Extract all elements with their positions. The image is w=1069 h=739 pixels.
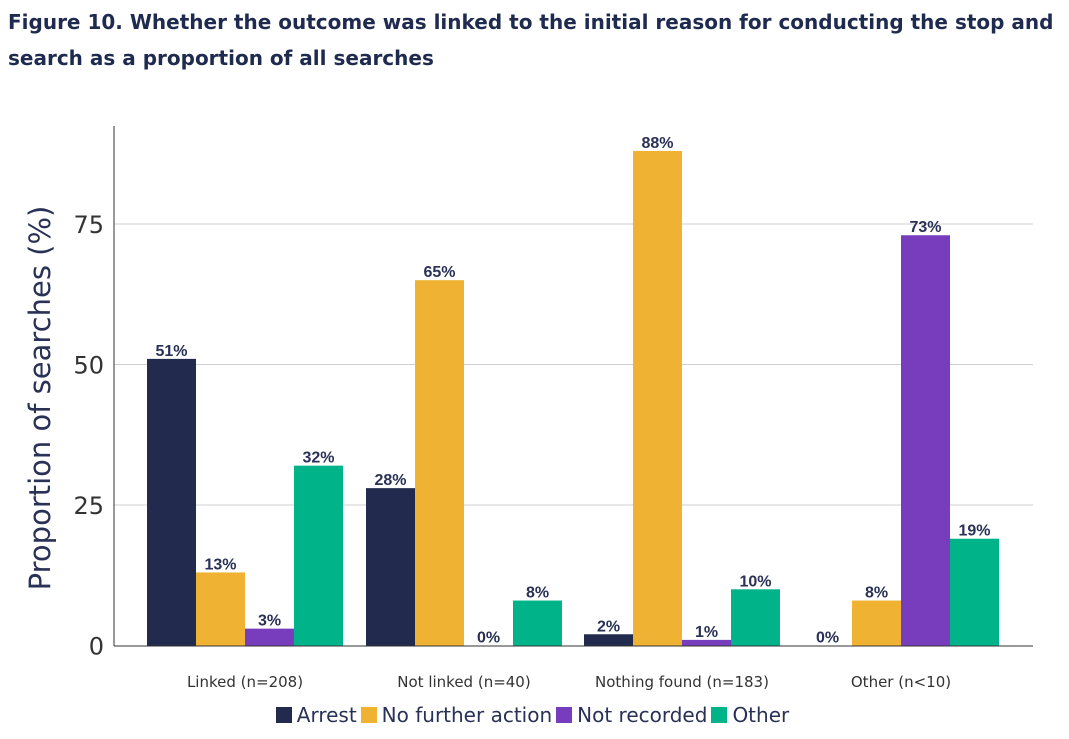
x-tick-label-2: Nothing found (n=183) bbox=[595, 673, 769, 691]
bar-no-further-action-2 bbox=[633, 150, 682, 646]
x-tick-label-1: Not linked (n=40) bbox=[397, 673, 530, 691]
legend-item-arrest: Arrest bbox=[275, 703, 357, 727]
bar-arrest-2 bbox=[584, 634, 633, 646]
data-label-no-further-action-1: 65% bbox=[423, 264, 455, 281]
legend-item-other: Other bbox=[711, 703, 789, 727]
data-label-arrest-1: 28% bbox=[374, 472, 406, 489]
legend-swatch bbox=[360, 707, 377, 723]
bar-other-1 bbox=[513, 600, 562, 646]
legend-item-not-recorded: Not recorded bbox=[556, 703, 707, 727]
x-tick-label-0: Linked (n=208) bbox=[187, 673, 303, 691]
data-label-other-2: 10% bbox=[739, 573, 771, 590]
y-axis-label: Proportion of searches (%) bbox=[23, 206, 57, 591]
data-label-other-3: 19% bbox=[958, 523, 990, 540]
bar-other-0 bbox=[294, 465, 343, 646]
data-label-no-further-action-2: 88% bbox=[641, 135, 673, 152]
data-label-arrest-0: 51% bbox=[155, 343, 187, 360]
bar-other-3 bbox=[950, 538, 999, 646]
data-label-not-recorded-1: 0% bbox=[477, 630, 500, 647]
bar-chart: 0 25 50 75 Proportion of searches (%) 51% 13% 3… bbox=[23, 126, 1033, 691]
y-tick-label-25: 25 bbox=[73, 492, 104, 520]
bar-other-2 bbox=[731, 589, 780, 646]
x-tick-label-3: Other (n<10) bbox=[851, 673, 951, 691]
y-tick-label-75: 75 bbox=[73, 211, 104, 239]
data-label-no-further-action-0: 13% bbox=[204, 556, 236, 573]
chart-title: Figure 10. Whether the outcome was linke… bbox=[8, 10, 1054, 70]
y-tick-label-0: 0 bbox=[89, 633, 104, 661]
bar-not-recorded-0 bbox=[245, 628, 294, 646]
bar-no-further-action-3 bbox=[852, 600, 901, 646]
bar-not-recorded-3 bbox=[901, 235, 950, 646]
legend-swatch bbox=[556, 707, 573, 723]
bar-arrest-1 bbox=[366, 488, 415, 646]
bar-no-further-action-1 bbox=[415, 280, 464, 646]
data-label-other-1: 8% bbox=[526, 585, 549, 602]
data-label-arrest-2: 2% bbox=[597, 618, 620, 635]
legend: Arrest No further action Not recorded Other bbox=[0, 703, 1069, 727]
legend-label: Not recorded bbox=[577, 703, 708, 727]
bar-no-further-action-0 bbox=[196, 572, 245, 646]
legend-label: Other bbox=[732, 703, 790, 727]
bar-not-recorded-2 bbox=[682, 639, 731, 646]
data-label-not-recorded-2: 1% bbox=[695, 624, 718, 641]
y-tick-label-50: 50 bbox=[73, 352, 104, 380]
data-label-other-0: 32% bbox=[302, 450, 334, 467]
data-label-no-further-action-3: 8% bbox=[865, 585, 888, 602]
bar-arrest-0 bbox=[147, 358, 196, 646]
legend-swatch bbox=[711, 707, 728, 723]
data-label-not-recorded-0: 3% bbox=[258, 613, 281, 630]
legend-item-no-further-action: No further action bbox=[360, 703, 553, 727]
legend-label: Arrest bbox=[296, 703, 357, 727]
legend-swatch bbox=[275, 707, 292, 723]
legend-label: No further action bbox=[381, 703, 553, 727]
data-label-not-recorded-3: 73% bbox=[909, 219, 941, 236]
data-label-arrest-3: 0% bbox=[816, 630, 839, 647]
